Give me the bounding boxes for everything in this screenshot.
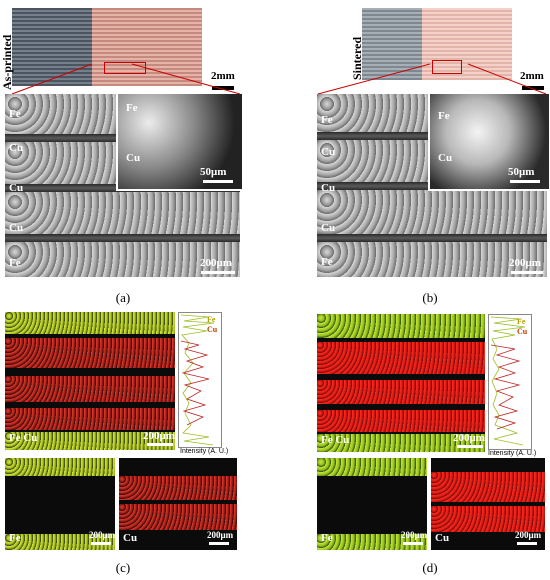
sintered-photo bbox=[362, 8, 512, 80]
caption-b: (b) bbox=[422, 290, 438, 305]
caption-a: (a) bbox=[115, 290, 131, 305]
sem-image-a: Fe Cu 50μm Fe Cu Cu Cu Fe 200μm bbox=[5, 94, 242, 277]
photo-scale-bar-b bbox=[522, 86, 544, 90]
photo-scale-label-b: 2mm bbox=[520, 70, 544, 82]
intensity-profile-c: Fe Cu bbox=[178, 312, 222, 448]
caption-c: (c) bbox=[115, 560, 131, 575]
cu-map-c: Cu 200μm bbox=[119, 458, 237, 550]
intensity-axis-label-c: Intensity (A. U.) bbox=[180, 448, 229, 455]
caption-d: (d) bbox=[422, 560, 438, 575]
photo-scale-bar bbox=[212, 86, 234, 90]
sem-image-b: Fe Cu 50μm Fe Cu Cu Cu Fe 200μm bbox=[317, 94, 549, 277]
photo-scale-label: 2mm bbox=[211, 70, 235, 82]
inset-b: Fe Cu 50μm bbox=[428, 94, 549, 191]
intensity-axis-label-d: Intensity (A. U.) bbox=[488, 450, 537, 457]
eds-map-c: Fe Cu 200μm bbox=[5, 312, 175, 450]
fe-map-c: Fe 200μm bbox=[5, 458, 115, 550]
inset-a: Fe Cu 50μm bbox=[116, 94, 242, 191]
cu-map-d: Cu 200μm bbox=[431, 458, 545, 550]
zoom-lines-b bbox=[317, 63, 547, 95]
intensity-profile-d: Fe Cu bbox=[488, 314, 532, 450]
fe-map-d: Fe 200μm bbox=[317, 458, 427, 550]
zoom-lines bbox=[11, 63, 241, 95]
as-printed-photo bbox=[12, 8, 202, 86]
eds-map-d: Fe Cu 200μm bbox=[317, 314, 485, 452]
